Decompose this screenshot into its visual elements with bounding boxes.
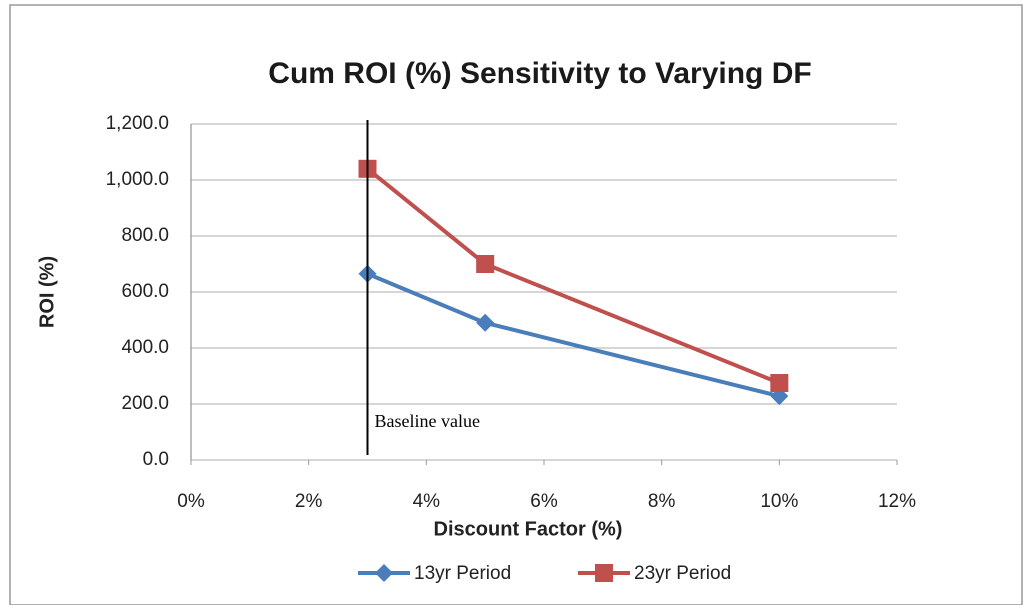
y-tick-label: 1,000.0 (106, 169, 169, 190)
y-tick-label: 0.0 (143, 449, 169, 470)
annotation-text: Baseline value (375, 411, 480, 431)
legend-label: 13yr Period (414, 563, 511, 584)
x-tick-label: 4% (413, 491, 441, 512)
x-axis-title: Discount Factor (%) (434, 518, 623, 540)
legend-marker (375, 564, 393, 582)
marker-square (476, 255, 495, 273)
x-tick-label: 12% (878, 491, 916, 512)
x-tick-label: 0% (177, 491, 205, 512)
y-tick-label: 200.0 (121, 393, 169, 414)
y-tick-label: 800.0 (121, 225, 169, 246)
y-tick-label: 1,200.0 (106, 113, 169, 134)
x-tick-label: 2% (295, 491, 323, 512)
y-axis-title: ROI (%) (36, 256, 58, 328)
y-tick-label: 600.0 (121, 281, 169, 302)
chart-title: Cum ROI (%) Sensitivity to Varying DF (268, 57, 811, 90)
y-tick-label: 400.0 (121, 337, 169, 358)
chart-frame (9, 4, 1023, 605)
x-tick-label: 10% (760, 491, 798, 512)
legend-marker (595, 564, 613, 582)
marker-diamond (476, 313, 495, 332)
x-tick-label: 8% (648, 491, 676, 512)
legend-label: 23yr Period (634, 563, 731, 584)
marker-square (770, 374, 789, 392)
x-tick-label: 6% (530, 491, 558, 512)
